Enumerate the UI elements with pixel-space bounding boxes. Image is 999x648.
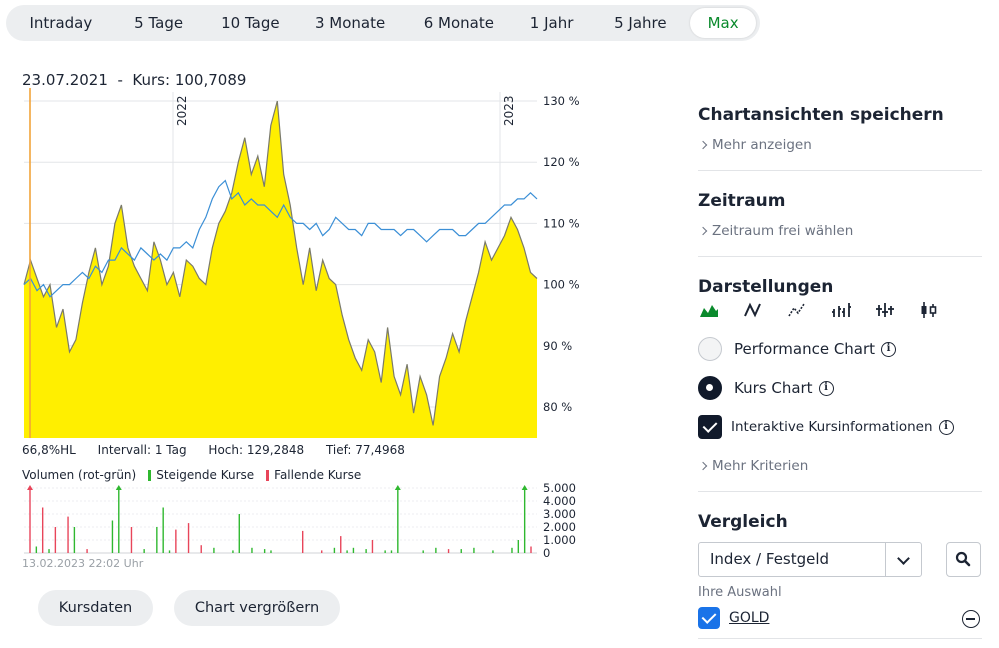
y-tick-label: 110 % [543, 216, 580, 230]
candlestick-chart-icon[interactable] [918, 300, 940, 320]
year-label: 2023 [502, 95, 516, 126]
volume-tick-label: 3.000 [543, 507, 576, 521]
volume-legend: Volumen (rot-grün) Steigende Kurse Falle… [22, 468, 361, 482]
tab-5-jahre[interactable]: 5 Jahre [614, 14, 667, 32]
high-value: Hoch: 129,2848 [208, 443, 305, 457]
chevron-down-icon[interactable] [885, 543, 921, 576]
info-icon[interactable]: i [938, 419, 954, 435]
saved-views-title: Chartansichten speichern [698, 105, 944, 125]
tab-intraday[interactable]: Intraday [29, 14, 93, 32]
y-tick-label: 100 % [543, 278, 580, 292]
volume-title: Volumen (rot-grün) [22, 468, 137, 482]
volume-tick-label: 2.000 [543, 520, 576, 534]
rising-label: Steigende Kurse [156, 468, 255, 482]
volume-tick-label: 4.000 [543, 494, 576, 508]
info-icon[interactable]: i [881, 341, 897, 357]
darstellungen-title: Darstellungen [698, 277, 834, 297]
kurs-value: 100,7089 [174, 71, 247, 89]
interval-label: Intervall: 1 Tag [97, 443, 187, 457]
tab-1-jahr[interactable]: 1 Jahr [529, 14, 574, 32]
kurs-chart-option[interactable]: Kurs Chart i [698, 376, 834, 400]
mehr-anzeigen-label: Mehr anzeigen [712, 137, 812, 153]
kurs-radio[interactable] [698, 376, 722, 400]
volume-tick-label: 5.000 [543, 481, 576, 495]
kurs-readout: 23.07.2021 - Kurs: 100,7089 [22, 71, 246, 89]
kurs-date: 23.07.2021 [22, 71, 108, 89]
compare-select-value: Index / Festgeld [710, 550, 830, 568]
price-chart[interactable]: 130 % 120 % 110 % 100 % 90 % 80 % 2022 2023 5.00… [0, 88, 600, 558]
info-icon[interactable]: i [818, 380, 834, 396]
hlc-chart-icon[interactable] [874, 300, 896, 320]
ihre-auswahl-label: Ihre Auswahl [698, 585, 782, 600]
y-tick-label: 130 % [543, 94, 580, 108]
y-tick-label: 80 % [543, 400, 572, 414]
volume-tick-label: 1.000 [543, 533, 576, 547]
selected-gold-item[interactable]: GOLD [698, 607, 769, 629]
compare-search-button[interactable] [946, 542, 981, 577]
time-range-tabs: Intraday 5 Tage 10 Tage 3 Monate 6 Monate 1 J… [6, 5, 760, 41]
volume-tick-label: 0 [543, 546, 550, 558]
interactive-info-option[interactable]: Interaktive Kursinformationen i [698, 415, 954, 439]
zeitraum-label: Zeitraum frei wählen [712, 223, 854, 239]
interactive-checkbox[interactable] [698, 415, 722, 439]
kurs-separator: - [117, 71, 123, 89]
tab-max[interactable]: Max [690, 8, 757, 38]
rising-marker-icon [148, 469, 152, 481]
tab-5-tage[interactable]: 5 Tage [134, 14, 184, 32]
y-tick-label: 90 % [543, 339, 572, 353]
chart-type-icons [698, 300, 962, 320]
divider [698, 491, 982, 492]
performance-radio[interactable] [698, 337, 722, 361]
kursdaten-button[interactable]: Kursdaten [38, 590, 153, 626]
chevron-right-icon [698, 461, 708, 471]
chart-info-row: 66,8%HL Intervall: 1 Tag Hoch: 129,2848 … [22, 443, 423, 457]
tab-3-monate[interactable]: 3 Monate [314, 14, 386, 32]
rising-volume-bar-cap [521, 485, 528, 490]
chevron-right-icon [698, 140, 708, 150]
kurs-label: Kurs: [132, 71, 171, 89]
rising-volume-bar-cap [394, 485, 401, 490]
performance-label: Performance Chart [734, 340, 876, 358]
ohlc-chart-icon[interactable] [830, 300, 852, 320]
year-label: 2022 [175, 95, 189, 126]
performance-chart-option[interactable]: Performance Chart i [698, 337, 897, 361]
mehr-kriterien-link[interactable]: Mehr Kriterien [698, 458, 982, 474]
falling-label: Fallende Kurse [274, 468, 362, 482]
line-dots-chart-icon[interactable] [786, 300, 808, 320]
zeitraum-link[interactable]: Zeitraum frei wählen [698, 223, 982, 239]
divider [698, 638, 982, 639]
falling-volume-bar-cap [27, 485, 33, 490]
gold-checkbox[interactable] [698, 607, 720, 629]
area-series-line [23, 100, 538, 426]
compare-series-line [23, 179, 538, 298]
chevron-right-icon [698, 226, 708, 236]
data-timestamp: 13.02.2023 22:02 Uhr [22, 557, 144, 570]
divider [698, 256, 982, 257]
area-series-fill [24, 101, 537, 438]
y-tick-label: 120 % [543, 155, 580, 169]
falling-marker-icon [266, 469, 270, 481]
zeitraum-title: Zeitraum [698, 191, 786, 211]
mehr-anzeigen-link[interactable]: Mehr anzeigen [698, 137, 982, 153]
tab-6-monate[interactable]: 6 Monate [423, 14, 494, 32]
low-value: Tief: 77,4968 [325, 443, 405, 457]
mountain-chart-icon[interactable] [698, 300, 720, 320]
chart-enlarge-button[interactable]: Chart vergrößern [174, 590, 340, 626]
divider [698, 170, 982, 171]
tab-10-tage[interactable]: 10 Tage [221, 14, 280, 32]
rising-volume-bar-cap [115, 485, 122, 490]
vergleich-title: Vergleich [698, 512, 788, 532]
remove-comparison-icon[interactable] [962, 610, 980, 628]
search-icon [955, 551, 971, 567]
kurs-chart-label: Kurs Chart [734, 379, 813, 397]
gold-link[interactable]: GOLD [729, 610, 770, 626]
range-percent: 66,8%HL [22, 443, 76, 457]
interactive-label: Interaktive Kursinformationen [731, 419, 933, 435]
line-chart-icon[interactable] [742, 300, 764, 320]
mehr-kriterien-label: Mehr Kriterien [712, 458, 809, 474]
compare-select[interactable]: Index / Festgeld [698, 542, 922, 577]
